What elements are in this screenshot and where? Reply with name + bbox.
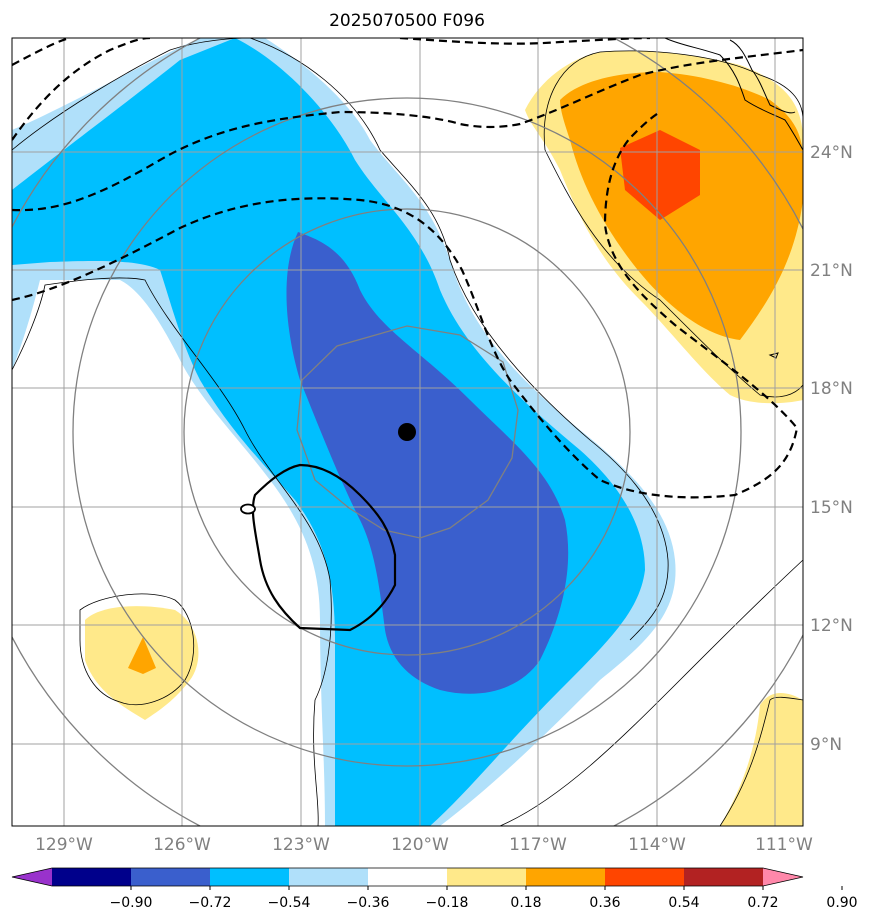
colorbar-tick-label: −0.72 [189, 895, 232, 911]
colorbar-tick-label: −0.36 [347, 895, 390, 911]
map-title: 2025070500 F096 [329, 11, 485, 31]
contour-fill-royal-blue [286, 232, 569, 694]
colorbar-segment [52, 868, 132, 886]
thin-contours [12, 38, 803, 826]
colorbar-tick-label: 0.90 [826, 895, 857, 911]
colorbar-segment [368, 868, 448, 886]
range-ring-2 [183, 208, 631, 656]
colorbar-tick-label: −0.54 [268, 895, 311, 911]
colorbar-tick-label: −0.18 [426, 895, 469, 911]
colorbar-tick-label: −0.90 [110, 895, 153, 911]
lat-axis-labels: 24°N 21°N 18°N 15°N 12°N 9°N [810, 143, 853, 755]
colorbar-segment [684, 868, 764, 886]
coastline [664, 38, 803, 359]
contour-fill-light-yellow-se [720, 693, 803, 826]
lat-label: 24°N [810, 143, 853, 163]
lon-label: 114°W [628, 835, 686, 855]
colorbar-tick-label: 0.36 [589, 895, 620, 911]
lon-axis-labels: 129°W 126°W 123°W 120°W 117°W 114°W 111°… [35, 835, 813, 855]
dashed-contours [12, 38, 803, 499]
range-ring-3 [72, 97, 742, 767]
colorbar-segment [605, 868, 685, 886]
solid-contour-small-island [240, 503, 256, 515]
lon-label: 123°W [272, 835, 330, 855]
colorbar-extend-high [763, 868, 803, 886]
gridlines [12, 38, 803, 826]
lat-label: 12°N [810, 616, 853, 636]
colorbar-outline [11, 867, 804, 887]
lon-label: 120°W [391, 835, 449, 855]
lon-label: 117°W [509, 835, 567, 855]
colorbar-segment [210, 868, 290, 886]
colorbar-segment [447, 868, 527, 886]
colorbar-tick-label: 0.18 [510, 895, 541, 911]
map-plot-area [12, 38, 803, 826]
lon-label: 111°W [755, 835, 813, 855]
lon-label: 129°W [35, 835, 93, 855]
lat-label: 15°N [810, 498, 853, 518]
colorbar-segment [289, 868, 369, 886]
lat-label: 9°N [810, 735, 842, 755]
solid-contour [251, 463, 397, 632]
map-frame [11, 37, 804, 827]
lat-label: 18°N [810, 379, 853, 399]
colorbar-segment [131, 868, 211, 886]
colorbar-tick-label: 0.72 [747, 895, 778, 911]
colorbar-extend-low [12, 868, 52, 886]
storm-center-marker [398, 423, 416, 441]
contour-fill-orange-sw [128, 637, 156, 674]
colorbar: −0.90 −0.72 −0.54 −0.36 −0.18 0.18 0.36 0.54 0.7… [11, 867, 858, 911]
colorbar-segment [526, 868, 606, 886]
lon-label: 126°W [153, 835, 211, 855]
lat-label: 21°N [810, 261, 853, 281]
colorbar-tick-label: 0.54 [668, 895, 699, 911]
